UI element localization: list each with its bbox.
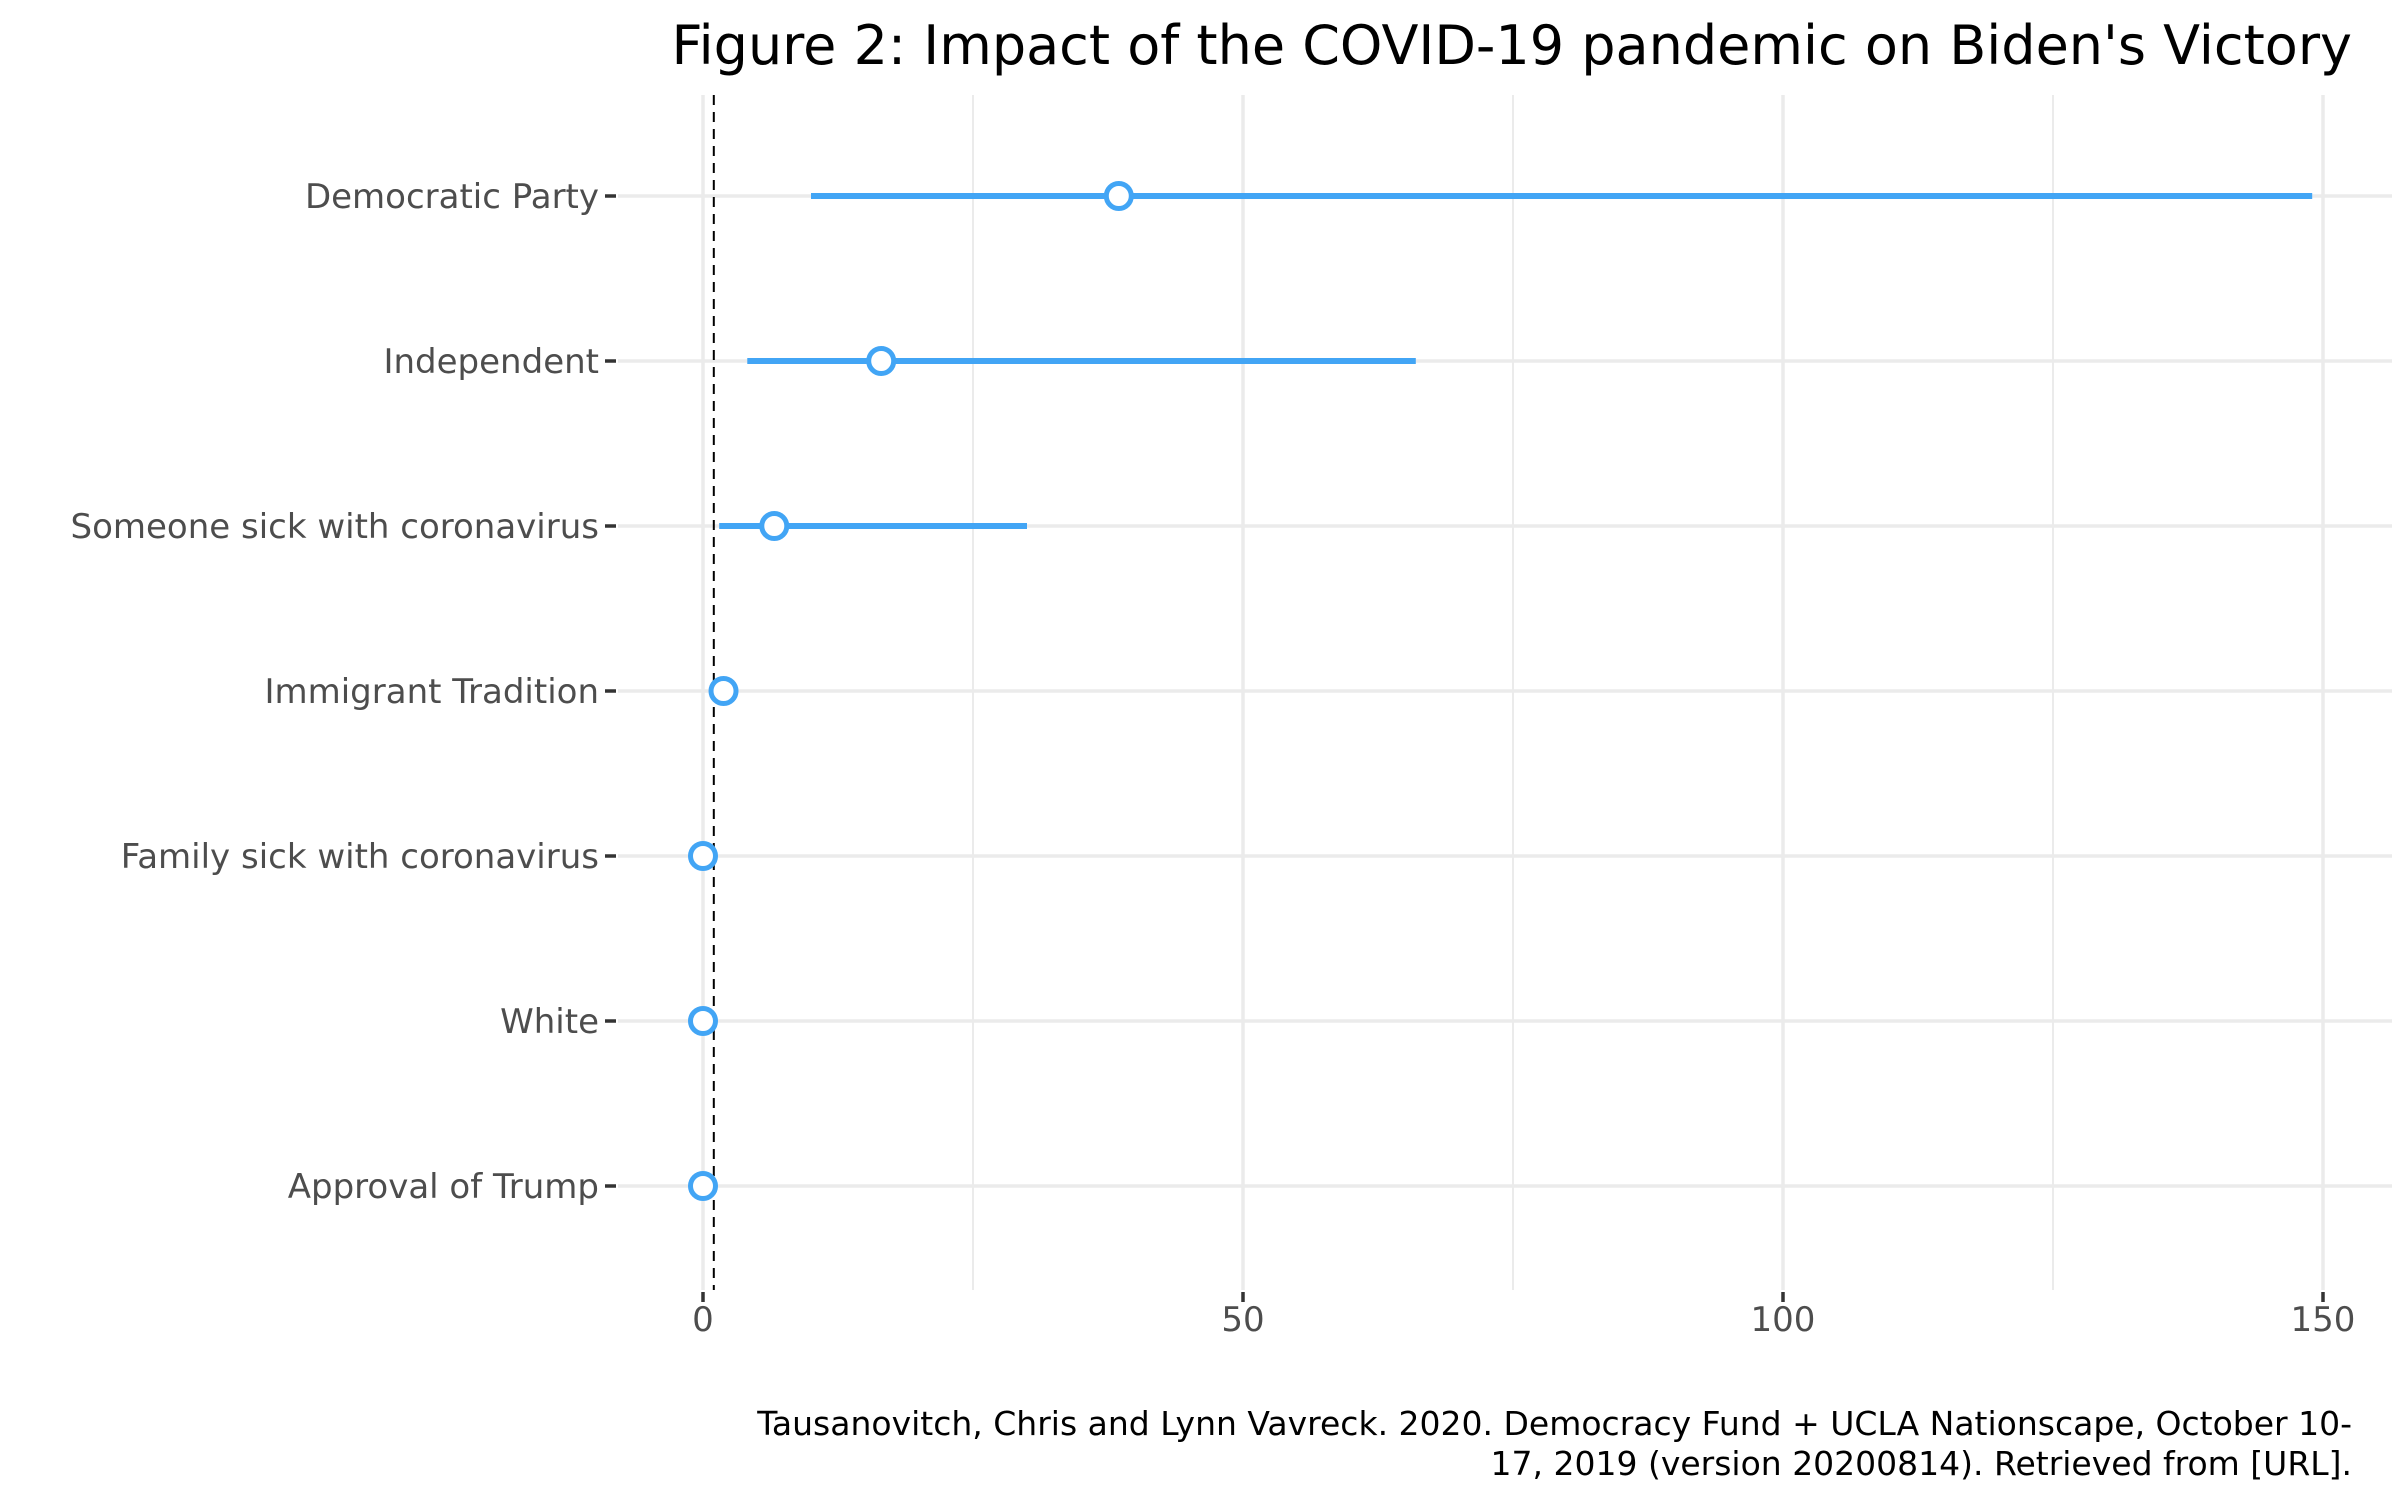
estimate-point: [708, 676, 739, 706]
y-tick-label: Democratic Party: [305, 177, 599, 217]
x-tick-label: 50: [1221, 1300, 1264, 1340]
estimate-point: [688, 1006, 718, 1036]
y-tick-label: White: [500, 1002, 599, 1042]
estimate-point: [866, 346, 897, 376]
y-tick-label: Immigrant Tradition: [264, 672, 599, 712]
y-tick-label: Approval of Trump: [288, 1167, 599, 1207]
caption-line-1: Tausanovitch, Chris and Lynn Vavreck. 20…: [756, 1404, 2352, 1443]
x-tick-label: 100: [1751, 1300, 1816, 1340]
x-tick-label: 0: [692, 1300, 714, 1340]
grid: [618, 95, 2392, 1290]
chart-title: Figure 2: Impact of the COVID-19 pandemi…: [672, 14, 2352, 77]
estimate-point: [759, 511, 790, 541]
y-axis: Democratic Party Independent Someone sick …: [70, 177, 616, 1207]
y-tick-label: Someone sick with coronavirus: [70, 507, 599, 547]
estimate-point: [688, 841, 718, 871]
y-tick-label: Independent: [383, 342, 599, 382]
plot-marks: [688, 181, 2313, 1201]
x-axis: 0 50 100 150: [692, 1292, 2355, 1340]
caption-line-2: 17, 2019 (version 20200814). Retrieved f…: [1491, 1444, 2352, 1483]
y-tick-label: Family sick with coronavirus: [121, 837, 599, 877]
estimate-point: [1103, 181, 1134, 211]
x-tick-label: 150: [2291, 1300, 2356, 1340]
estimate-point: [688, 1171, 718, 1201]
